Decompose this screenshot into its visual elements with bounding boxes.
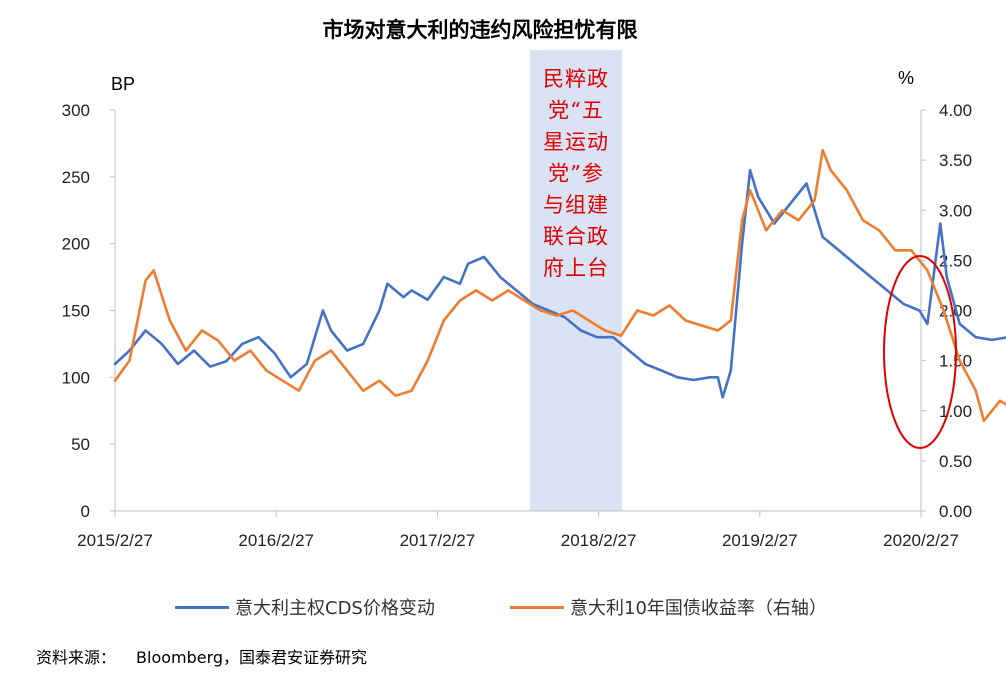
legend-swatch-yield (510, 605, 564, 609)
x-tick-label: 2020/2/27 (883, 531, 959, 550)
annotation-line: 联合政 (543, 225, 609, 249)
legend-swatch-cds (175, 605, 229, 609)
y-left-tick-label: 0 (81, 502, 90, 521)
event-highlight-band (530, 50, 622, 511)
annotation-line: 党“五 (548, 99, 604, 123)
chart-title: 市场对意大利的违约风险担忧有限 (322, 18, 638, 42)
highlight-circle (883, 255, 957, 449)
x-tick-label: 2019/2/27 (722, 531, 798, 550)
legend-item-cds: 意大利主权CDS价格变动 (175, 594, 435, 620)
y-right-tick-label: 3.00 (939, 201, 972, 220)
annotation-line: 府上台 (543, 256, 609, 280)
y-left-tick-label: 300 (62, 101, 90, 120)
y-right-tick-label: 3.50 (939, 151, 972, 170)
x-tick-label: 2017/2/27 (400, 531, 476, 550)
series-line-cds (113, 168, 1006, 399)
x-tick-label: 2018/2/27 (561, 531, 637, 550)
annotation-line: 民粹政 (543, 67, 609, 91)
legend-label-cds: 意大利主权CDS价格变动 (235, 598, 435, 619)
y-left-unit: BP (111, 74, 135, 94)
y-left-tick-label: 100 (62, 368, 90, 387)
y-left-tick-label: 250 (62, 168, 90, 187)
source-label: 资料来源： (36, 648, 117, 667)
y-left-tick-label: 150 (62, 302, 90, 321)
y-right-tick-label: 4.00 (939, 101, 972, 120)
chart-canvas: 0501001502002503000.000.501.001.502.002.… (62, 50, 1006, 550)
y-right-unit: % (898, 68, 914, 88)
x-tick-label: 2015/2/27 (77, 531, 153, 550)
annotation-line: 与组建 (543, 193, 609, 217)
y-left-tick-label: 200 (62, 235, 90, 254)
source-text: Bloomberg，国泰君安证券研究 (136, 648, 368, 667)
y-right-tick-label: 0.50 (939, 452, 972, 471)
source-note: 资料来源： Bloomberg，国泰君安证券研究 (36, 644, 367, 668)
legend-item-yield: 意大利10年国债收益率（右轴） (510, 594, 827, 620)
series-line-yield (113, 148, 1006, 423)
annotation-line: 星运动 (543, 130, 609, 154)
y-left-tick-label: 50 (71, 435, 90, 454)
x-tick-label: 2016/2/27 (238, 531, 314, 550)
annotation-line: 党”参 (548, 162, 604, 186)
y-right-tick-label: 2.50 (939, 251, 972, 270)
y-right-tick-label: 0.00 (939, 502, 972, 521)
y-right-tick-label: 1.00 (939, 402, 972, 421)
legend-label-yield: 意大利10年国债收益率（右轴） (570, 598, 827, 619)
